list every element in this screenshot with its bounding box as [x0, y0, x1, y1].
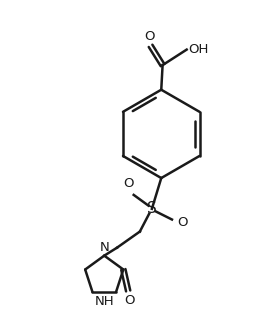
Text: O: O	[144, 30, 155, 42]
Text: O: O	[178, 216, 188, 229]
Text: NH: NH	[95, 294, 114, 308]
Text: N: N	[100, 240, 110, 254]
Text: O: O	[124, 294, 135, 307]
Text: OH: OH	[188, 42, 209, 55]
Text: O: O	[124, 177, 134, 190]
Text: S: S	[147, 201, 157, 216]
